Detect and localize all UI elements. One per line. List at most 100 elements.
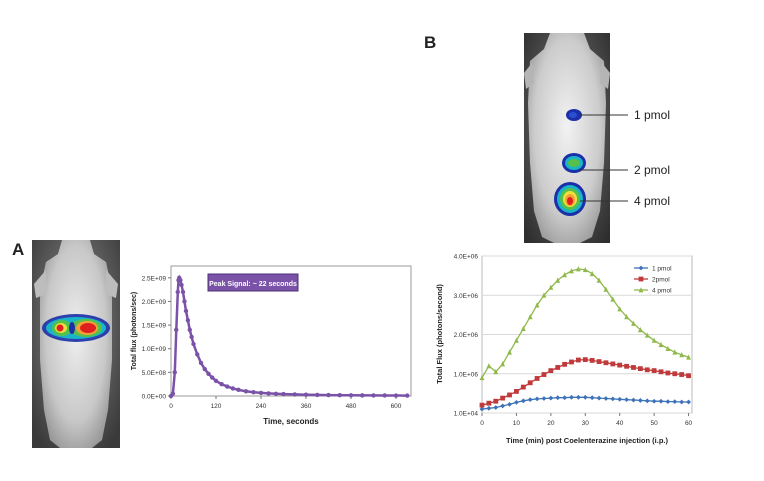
chart-b-legend-label: 2pmol (652, 277, 670, 284)
chart-a-point (243, 389, 249, 394)
chart-a-point (170, 391, 176, 396)
chart-b-point (679, 372, 685, 377)
chart-a-xtick-label: 240 (256, 403, 267, 410)
chart-b-point (651, 337, 657, 343)
chart-b-point (493, 405, 499, 410)
chart-b-point (555, 277, 561, 283)
chart-b-point (520, 384, 526, 390)
chart-b-point (631, 365, 636, 370)
chart-a-ytick-label: 5.0E+08 (142, 370, 167, 377)
chart-b-point (686, 399, 691, 405)
chart-b-point (486, 400, 492, 406)
chart-b-point (486, 363, 492, 369)
chart-b-xtick-label: 30 (582, 420, 590, 427)
chart-b-point (582, 266, 588, 273)
chart-b-point (672, 399, 678, 405)
chart-a-point (371, 393, 376, 398)
chart-b-point (658, 398, 664, 404)
chart-a-point (213, 378, 219, 384)
chart-b-xtick-label: 60 (685, 420, 693, 427)
chart-a-point (393, 393, 399, 398)
chart-b-point (679, 399, 685, 405)
chart-a-xtick-label: 120 (211, 403, 222, 410)
chart-b-point (596, 395, 602, 401)
chart-b-point (541, 396, 547, 401)
chart-b-point (644, 398, 650, 404)
chart-a-annotation: Peak Signal: ~ 22 seconds (209, 281, 297, 288)
chart-b-ytick-label: 4.0E+06 (454, 254, 479, 261)
chart-a-ylabel: Total flux (photons/sec) (131, 292, 138, 370)
chart-b-point (679, 352, 685, 358)
chart-b-point (644, 332, 650, 338)
chart-a-point (187, 327, 192, 333)
chart-a-ytick-label: 1.0E+09 (142, 346, 167, 353)
chart-a-point (230, 386, 236, 391)
chart-b-point (651, 368, 657, 374)
chart-b-point (507, 349, 512, 355)
chart-b-point (617, 362, 623, 368)
chart-b-point (500, 395, 506, 401)
panel-a-letter: A (12, 240, 25, 259)
chart-b-point (624, 397, 629, 403)
chart-b-point (520, 398, 526, 404)
chart-a-point (326, 392, 331, 398)
chart-b-point (548, 368, 554, 374)
chart-b-point (555, 365, 561, 370)
chart-a-point (273, 391, 279, 396)
chart-a-point (315, 392, 320, 398)
chart-a-point (281, 391, 286, 397)
mouse-image-a (32, 240, 120, 448)
chart-b-point (569, 359, 574, 365)
chart-b-point (637, 366, 643, 372)
mouse-image-b (524, 33, 610, 243)
chart-a-point (337, 392, 342, 398)
chart-b-ytick-label: 2.0E+06 (454, 332, 479, 339)
chart-a-ytick-label: 1.5E+09 (142, 323, 167, 330)
chart-a-point (183, 308, 189, 314)
chart-b-point (575, 394, 581, 400)
chart-b-point (548, 284, 554, 290)
chart-b-point (686, 354, 691, 360)
chart-a-point (174, 327, 179, 333)
chart-a-point (195, 352, 200, 357)
chart-a-point (225, 384, 230, 389)
chart-a-ytick-label: 2.5E+09 (142, 275, 167, 282)
chart-b-point (520, 325, 526, 332)
chart-b-point (527, 380, 533, 386)
chart-b-xtick-label: 40 (616, 420, 624, 427)
chart-a-point (360, 393, 365, 398)
chart-b-point (541, 372, 547, 377)
chart-b-point (644, 367, 650, 373)
chart-a-annotation-box (207, 273, 299, 292)
chart-a-xtick-label: 600 (391, 403, 402, 410)
chart-b-point (631, 320, 636, 326)
chart-b-point (624, 363, 629, 369)
chart-a-ytick-label: 0.0E+00 (142, 394, 167, 401)
chart-b-point (596, 277, 602, 283)
chart-a-point (191, 341, 196, 347)
chart-b-point (493, 368, 499, 375)
chart-a-point (236, 387, 241, 393)
chart-a-point (179, 282, 184, 288)
chart-b-point (665, 399, 671, 405)
chart-a-point (348, 393, 354, 398)
chart-b-point (507, 401, 512, 407)
chart-a-point (405, 393, 410, 398)
chart-b-point (562, 272, 568, 278)
chart-b-point (514, 389, 519, 394)
chart-b-point (534, 376, 540, 381)
chart-b-point (631, 397, 636, 403)
panel-b-chart: 1.0E+04 1.0E+06 2.0E+06 3.0E+06 4.0E+06 0 10 2… (435, 254, 693, 446)
chart-a-point (210, 375, 215, 380)
chart-b-point (686, 373, 691, 379)
chart-b-point (658, 369, 664, 375)
chart-b-point (569, 268, 574, 274)
chart-a-xlabel: Time, seconds (263, 417, 319, 426)
chart-b-point (486, 405, 492, 411)
chart-a-point (266, 391, 271, 396)
chart-b-point (589, 395, 595, 401)
chart-b-legend-label: 1 pmol (652, 266, 672, 273)
chart-b-ylabel: Total Flux (photons/second) (435, 284, 444, 384)
chart-b-point (665, 370, 671, 376)
chart-b-point (624, 314, 629, 320)
